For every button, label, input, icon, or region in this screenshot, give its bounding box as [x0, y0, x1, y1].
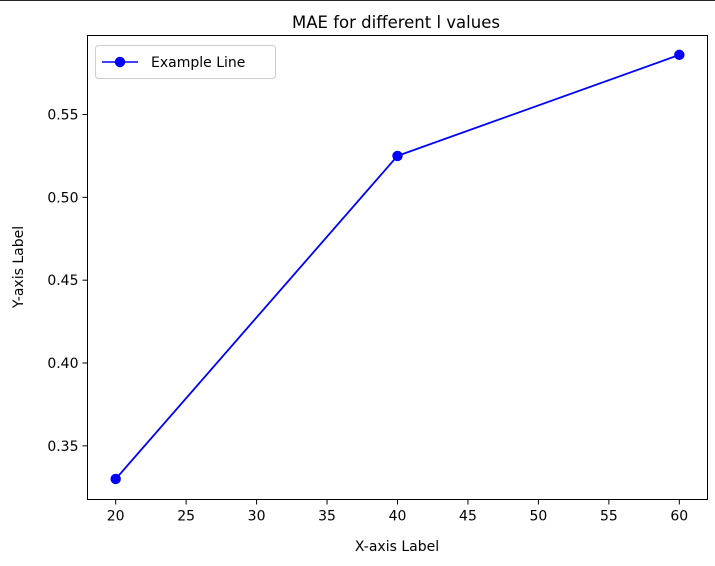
x-tick-label: 35: [318, 509, 336, 525]
x-tick-label: 50: [529, 509, 547, 525]
y-axis-ticks: 0.35 0.40 0.45 0.50 0.55: [47, 108, 88, 455]
chart-title: MAE for different l values: [292, 13, 500, 32]
x-tick-label: 30: [248, 509, 266, 525]
legend-entry-label: Example Line: [151, 55, 245, 71]
y-tick-label: 0.35: [47, 439, 78, 455]
data-point: [392, 150, 403, 162]
x-axis-ticks: 20 25 30 35 40 45 50 55 60: [107, 499, 688, 525]
data-point: [110, 473, 121, 485]
legend-frame: [95, 45, 276, 79]
x-tick-label: 40: [389, 509, 407, 525]
x-tick-label: 55: [600, 509, 618, 525]
y-tick-label: 0.45: [47, 273, 78, 289]
plot-area-frame: [87, 35, 708, 500]
legend-marker-swatch: [114, 56, 126, 68]
y-tick-label: 0.50: [47, 190, 78, 206]
x-tick-label: 25: [177, 509, 195, 525]
legend: Example Line: [95, 45, 276, 79]
x-axis-label: X-axis Label: [355, 539, 439, 555]
y-tick-label: 0.55: [47, 108, 78, 124]
series-layer: [110, 49, 685, 485]
series-line: [115, 54, 680, 480]
data-point: [674, 49, 685, 61]
x-tick-label: 20: [107, 509, 125, 525]
y-axis-label: Y-axis Label: [11, 226, 27, 309]
y-tick-label: 0.40: [47, 356, 78, 372]
window-top-border: [0, 0, 715, 1]
x-tick-label: 45: [459, 509, 477, 525]
x-tick-label: 60: [670, 509, 688, 525]
